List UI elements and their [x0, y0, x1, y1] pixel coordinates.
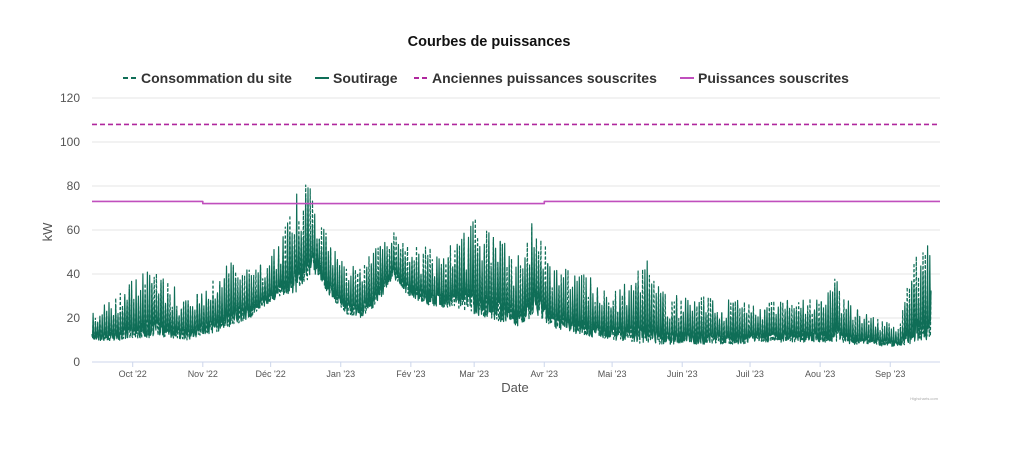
- x-tick-label: Oct '22: [119, 369, 147, 379]
- x-tick-label: Jan '23: [326, 369, 355, 379]
- y-tick-label: 80: [67, 179, 81, 193]
- x-tick-label: Mai '23: [598, 369, 627, 379]
- x-tick-label: Sep '23: [875, 369, 905, 379]
- legend-item-anciennes-puissances[interactable]: Anciennes puissances souscrites: [414, 70, 657, 86]
- x-tick-label: Mar '23: [459, 369, 489, 379]
- y-tick-label: 20: [67, 311, 81, 325]
- puissances-souscrites-line: [92, 200, 940, 205]
- x-tick-label: Juil '23: [736, 369, 764, 379]
- legend-item-soutirage[interactable]: Soutirage: [315, 70, 398, 86]
- y-tick-label: 60: [67, 223, 81, 237]
- series-area: [91, 123, 940, 347]
- y-tick-label: 120: [60, 91, 80, 105]
- y-tick-label: 0: [73, 355, 80, 369]
- legend-item-consommation[interactable]: Consommation du site: [123, 70, 292, 86]
- legend-soutirage-label: Soutirage: [333, 70, 398, 86]
- legend-item-puissances-souscrites[interactable]: Puissances souscrites: [680, 70, 849, 86]
- legend-souscrites-label: Puissances souscrites: [698, 70, 849, 86]
- legend-anciennes-label: Anciennes puissances souscrites: [432, 70, 657, 86]
- x-tick-label: Déc '22: [256, 369, 286, 379]
- chart-title: Courbes de puissances: [408, 34, 571, 50]
- y-tick-label: 100: [60, 135, 80, 149]
- x-tick-label: Aou '23: [805, 369, 835, 379]
- soutirage-line: [91, 187, 932, 347]
- legend-consommation-label: Consommation du site: [141, 70, 292, 86]
- x-axis: Oct '22 Nov '22 Déc '22 Jan '23 Fév '23 Mar '…: [119, 362, 905, 379]
- y-axis-ticks: 0 20 40 60 80 100 120: [60, 91, 80, 369]
- x-axis-title: Date: [501, 380, 528, 395]
- chart-legend: Consommation du site Soutirage Anciennes…: [123, 70, 849, 86]
- chart-credit: Highcharts.com: [910, 396, 938, 401]
- x-tick-label: Fév '23: [396, 369, 425, 379]
- x-tick-label: Avr '23: [530, 369, 558, 379]
- y-axis-title: kW: [40, 222, 55, 242]
- y-tick-label: 40: [67, 267, 81, 281]
- x-tick-label: Juin '23: [667, 369, 698, 379]
- x-tick-label: Nov '22: [188, 369, 218, 379]
